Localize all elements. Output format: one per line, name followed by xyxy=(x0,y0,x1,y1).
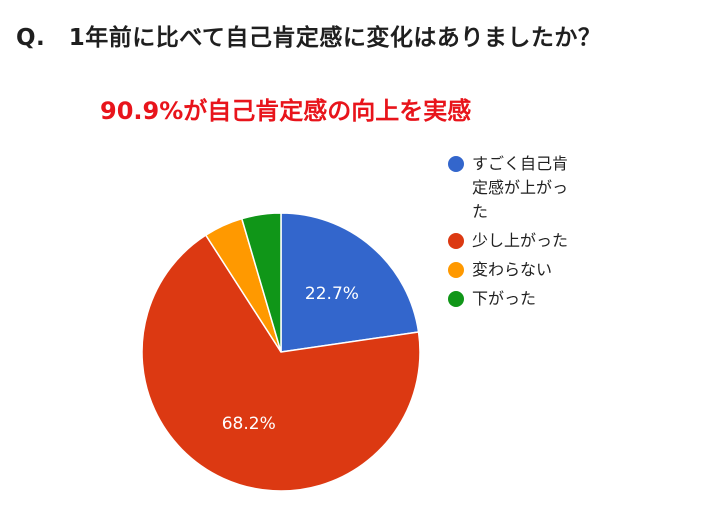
slice-label-0: 22.7% xyxy=(305,284,359,304)
pie-slice-3 xyxy=(240,212,282,353)
legend-swatch-0 xyxy=(448,156,464,172)
question-title: Q. 1年前に比べて自己肯定感に変化はありましたか？ xyxy=(16,25,602,51)
pie-slice-0 xyxy=(280,212,420,353)
chart-legend: すごく自己肯定感が上がった少し上がった 変わらない下がった xyxy=(448,152,608,316)
pie-slice-1 xyxy=(141,234,421,492)
slice-label-1: 68.2% xyxy=(222,414,276,434)
legend-swatch-2 xyxy=(448,262,464,278)
legend-item-0: すごく自己肯定感が上がった xyxy=(448,152,608,224)
legend-item-2: 変わらない xyxy=(448,258,608,282)
legend-item-1: 少し上がった xyxy=(448,229,608,253)
legend-label-0: すごく自己肯定感が上がった xyxy=(472,154,569,221)
legend-swatch-3 xyxy=(448,291,464,307)
legend-swatch-1 xyxy=(448,233,464,249)
headline: 90.9%が自己肯定感の向上を実感 xyxy=(100,97,472,125)
legend-item-3: 下がった xyxy=(448,287,608,311)
legend-label-3: 下がった xyxy=(472,289,537,308)
legend-label-1: 少し上がった xyxy=(472,231,569,250)
legend-label-2: 変わらない xyxy=(472,260,553,279)
